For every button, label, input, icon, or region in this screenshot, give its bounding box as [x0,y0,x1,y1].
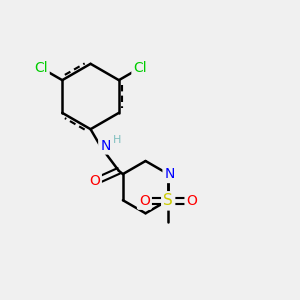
Text: O: O [187,194,197,208]
Text: O: O [139,194,150,208]
Text: Cl: Cl [134,61,147,75]
Text: Cl: Cl [34,61,48,75]
Text: O: O [89,174,100,188]
Text: S: S [163,193,173,208]
Text: N: N [100,139,111,152]
Text: H: H [113,135,122,145]
Text: N: N [164,167,175,181]
